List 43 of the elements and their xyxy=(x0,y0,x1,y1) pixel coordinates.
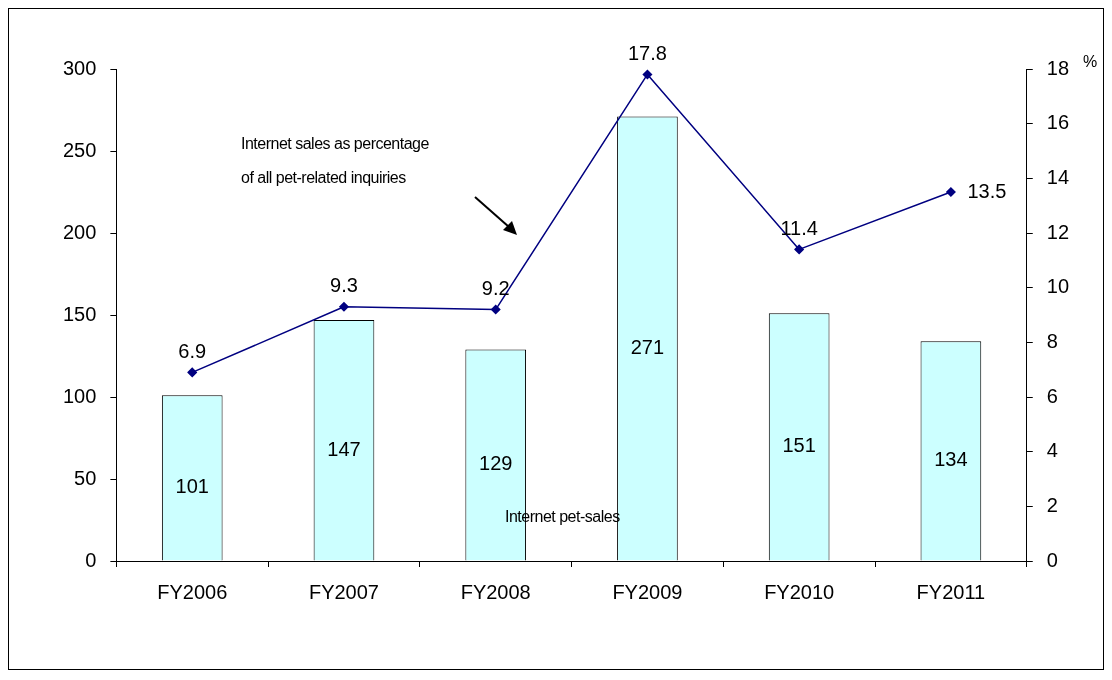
y2-axis-title: % xyxy=(1083,53,1098,71)
y2-tick-label: 14 xyxy=(1046,165,1069,188)
x-tick-label: FY2009 xyxy=(612,580,683,603)
y2-tick-label: 2 xyxy=(1046,493,1058,516)
x-tick-label: FY2010 xyxy=(764,580,835,603)
y-tick-label: 250 xyxy=(62,138,97,161)
y2-tick-label: 8 xyxy=(1046,329,1058,352)
data-label: 271 xyxy=(630,336,665,359)
point xyxy=(946,187,956,197)
y-tick-label: 200 xyxy=(62,220,97,243)
data-label: 11.4 xyxy=(780,216,818,239)
y-tick-label: 150 xyxy=(62,302,97,325)
data-label: 9.3 xyxy=(330,274,358,297)
x-tick-label: FY2011 xyxy=(916,580,986,603)
y-tick-label: 300 xyxy=(62,56,97,79)
y-tick-label: 0 xyxy=(85,548,97,571)
data-label: 147 xyxy=(327,437,361,460)
x-tick-label: FY2007 xyxy=(308,580,379,603)
data-label: 6.9 xyxy=(178,339,207,362)
y-tick-label: 100 xyxy=(62,384,97,407)
annotation: Internet sales as percentage of all pet-related inquiries xyxy=(241,134,429,188)
y2-tick-label: 0 xyxy=(1046,548,1058,571)
y2-tick-label: 4 xyxy=(1046,439,1058,462)
point xyxy=(187,367,197,378)
point xyxy=(642,69,653,80)
data-label: 13.5 xyxy=(967,179,1007,202)
y2-tick-label: 12 xyxy=(1046,220,1069,243)
y2-tick-label: 18 xyxy=(1046,56,1069,79)
y-tick-label: 50 xyxy=(74,466,97,489)
data-label: 9.2 xyxy=(481,277,510,300)
y2-tick-label: 16 xyxy=(1046,111,1069,134)
data-label: 101 xyxy=(175,475,209,498)
x-tick-label: FY2006 xyxy=(157,580,228,603)
y2-tick-label: 10 xyxy=(1046,275,1069,298)
point xyxy=(490,304,501,315)
data-label: 17.8 xyxy=(627,41,667,64)
data-label: 134 xyxy=(934,448,968,471)
point xyxy=(794,244,804,255)
data-label: 151 xyxy=(782,434,816,457)
point xyxy=(339,302,349,312)
data-label: 129 xyxy=(479,452,513,475)
y2-tick-label: 6 xyxy=(1046,384,1058,407)
x-tick-label: FY2008 xyxy=(460,580,531,603)
